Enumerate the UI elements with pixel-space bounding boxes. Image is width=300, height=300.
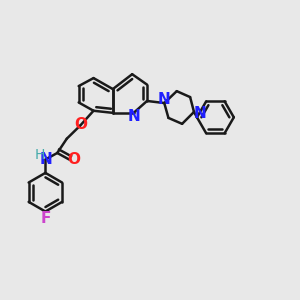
Text: N: N [40,152,52,167]
Text: O: O [67,152,80,167]
Text: N: N [157,92,170,107]
Text: O: O [74,117,88,132]
Text: N: N [194,106,206,121]
Text: N: N [128,109,140,124]
Text: F: F [40,211,51,226]
Text: H: H [34,148,45,162]
